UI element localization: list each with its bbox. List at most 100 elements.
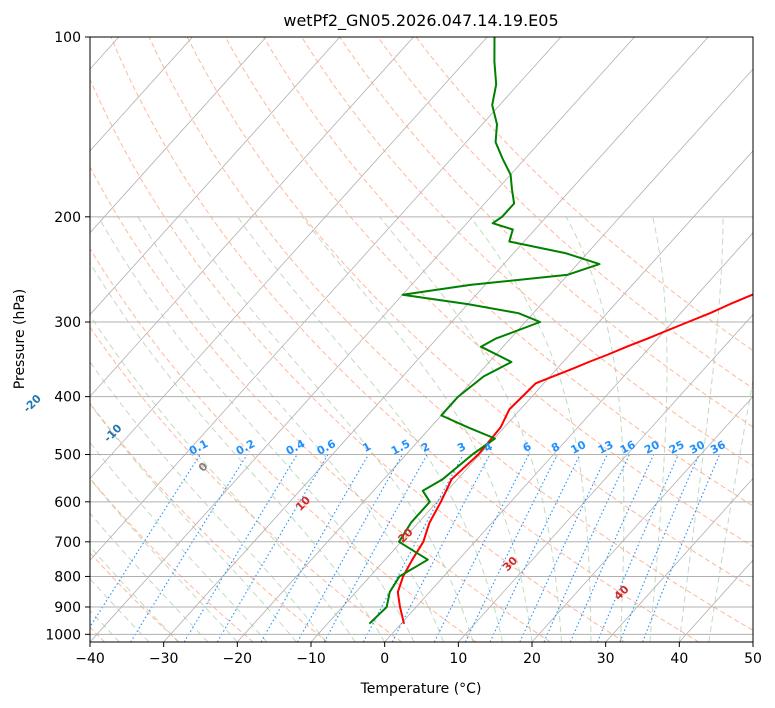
chart-title: wetPf2_GN05.2026.047.14.19.E05 [283,11,558,31]
x-tick-label: 0 [380,651,389,667]
y-tick-label: 800 [54,569,81,585]
mixing-ratio-line [519,454,608,642]
mixing-ratio-label: 6 [521,440,534,455]
y-tick-label: 300 [54,315,81,331]
moist-adiabat-line [379,216,562,642]
isotherm-line [90,37,562,561]
y-tick-label: 400 [54,390,81,406]
mixing-ratio-line [260,454,369,642]
isotherm-line [458,313,753,642]
mixing-ratio-line [216,454,329,642]
mixing-ratio-line [90,454,201,628]
dry-adiabat-label: -10 [101,421,124,444]
background-grid [90,37,753,642]
mixing-ratio-label: 4 [482,440,495,455]
moist-adiabat-line [469,216,592,642]
isotherm-line [531,395,753,642]
isotherm-line [163,37,709,642]
moist-adiabat-line [90,545,179,642]
y-tick-label: 900 [54,600,81,616]
mixing-ratio-line [642,454,721,642]
mixing-ratio-line [183,454,298,642]
x-tick-label: −30 [149,651,179,667]
x-axis-label: Temperature (°C) [360,681,482,697]
moist-adiabat-line [90,477,238,642]
x-tick-label: 50 [744,651,762,667]
moist-adiabat-line [183,216,474,642]
dry-adiabat-line [415,37,753,352]
mixing-ratio-label: 13 [596,438,616,457]
y-tick-label: 600 [54,495,81,511]
x-tick-label: 30 [597,651,615,667]
data-lines [368,37,753,625]
mixing-ratio-label: 36 [708,438,728,457]
x-tick-label: 40 [670,651,688,667]
moist-adiabat-line [90,441,268,642]
y-tick-label: 500 [54,448,81,464]
mixing-ratio-line [362,454,464,642]
dry-adiabat-line [262,37,753,507]
mixing-ratio-label: 30 [687,438,707,457]
dewpoint-profile-line [368,37,601,625]
temperature-profile-line [396,293,753,624]
dry-adiabat-line [377,37,753,390]
mixing-ratio-label: 2 [419,440,432,455]
moist-adiabat-line [301,216,533,642]
dry-adiabat-line [186,37,753,589]
isotherm-line [90,37,193,152]
dry-adiabat-line [90,77,625,642]
isotherm-line [384,232,753,642]
moist-adiabat-line [678,216,724,642]
moist-adiabat-line [90,402,297,642]
x-tick-label: −40 [75,651,105,667]
isotherm-line [90,37,341,316]
mixing-ratio-line [391,454,491,642]
moist-adiabat-line [137,216,445,642]
dry-adiabat-label: 30 [500,554,520,574]
moist-adiabat-line [237,216,503,642]
mixing-ratio-label: 10 [569,438,589,457]
moist-adiabat-line [97,216,415,642]
moist-adiabat-line [649,216,668,642]
moist-adiabat-line [90,361,327,642]
dry-adiabat-line [90,402,328,642]
dry-adiabat-line [148,37,753,631]
x-tick-label: −10 [296,651,326,667]
y-tick-label: 1000 [45,627,81,643]
dry-adiabat-line [301,37,753,467]
y-tick-label: 100 [54,30,81,46]
dry-adiabat-label: -20 [21,392,44,415]
x-tick-label: 20 [523,651,541,667]
isotherm-line [90,37,267,234]
isotherm-line [90,37,488,479]
isotherm-line [752,641,753,642]
dry-adiabat-line [90,247,477,642]
x-tick-label: 10 [449,651,467,667]
mixing-ratio-label: 3 [455,440,468,455]
axes: -100-90-80-70-60-50-40-30-20-10010203040… [21,30,762,667]
mixing-ratio-line [489,454,581,642]
isotherm-line [605,477,753,642]
isotherm-line [90,37,635,642]
isotherm-line [237,68,753,642]
moist-adiabat-line [90,261,386,642]
dry-adiabat-line [339,37,753,428]
mixing-ratio-line [543,454,630,642]
moist-adiabat-line [565,216,625,642]
dry-adiabat-line [110,37,700,642]
mixing-ratio-label: 16 [618,438,638,457]
dry-adiabat-line [90,326,402,642]
mixing-ratio-line [596,454,679,642]
mixing-ratio-line [619,454,700,642]
moist-adiabat-line [708,377,753,642]
mixing-ratio-label: 25 [667,438,687,457]
dry-adiabat-label: 40 [612,583,632,603]
mixing-ratio-line [323,454,428,642]
y-tick-label: 200 [54,210,81,226]
isotherm-line [310,150,753,642]
dry-adiabat-line [90,165,551,642]
plot-frame [89,36,754,643]
y-axis-label: Pressure (hPa) [12,289,28,389]
y-tick-label: 700 [54,535,81,551]
